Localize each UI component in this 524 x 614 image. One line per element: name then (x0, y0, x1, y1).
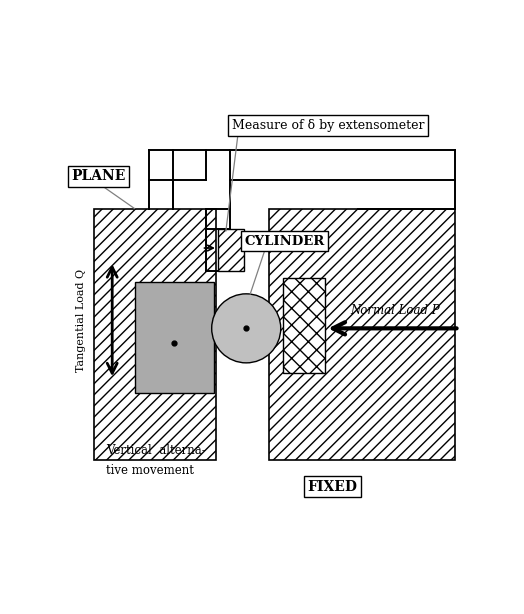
Text: CYLINDER: CYLINDER (244, 235, 324, 247)
Bar (283, 278, 325, 373)
Bar (218, 229, 244, 271)
Bar (135, 282, 214, 394)
Text: Tangential Load Q: Tangential Load Q (76, 269, 86, 372)
Circle shape (212, 294, 281, 363)
Text: tive movement: tive movement (106, 464, 194, 477)
Text: Vertical  alterna-: Vertical alterna- (106, 444, 206, 457)
Bar (268, 209, 455, 460)
Text: FIXED: FIXED (307, 480, 357, 494)
Bar (94, 209, 216, 460)
Text: Measure of δ by extensometer: Measure of δ by extensometer (232, 119, 424, 132)
Text: PLANE: PLANE (72, 169, 126, 183)
Text: Normal Load P: Normal Load P (350, 303, 440, 317)
